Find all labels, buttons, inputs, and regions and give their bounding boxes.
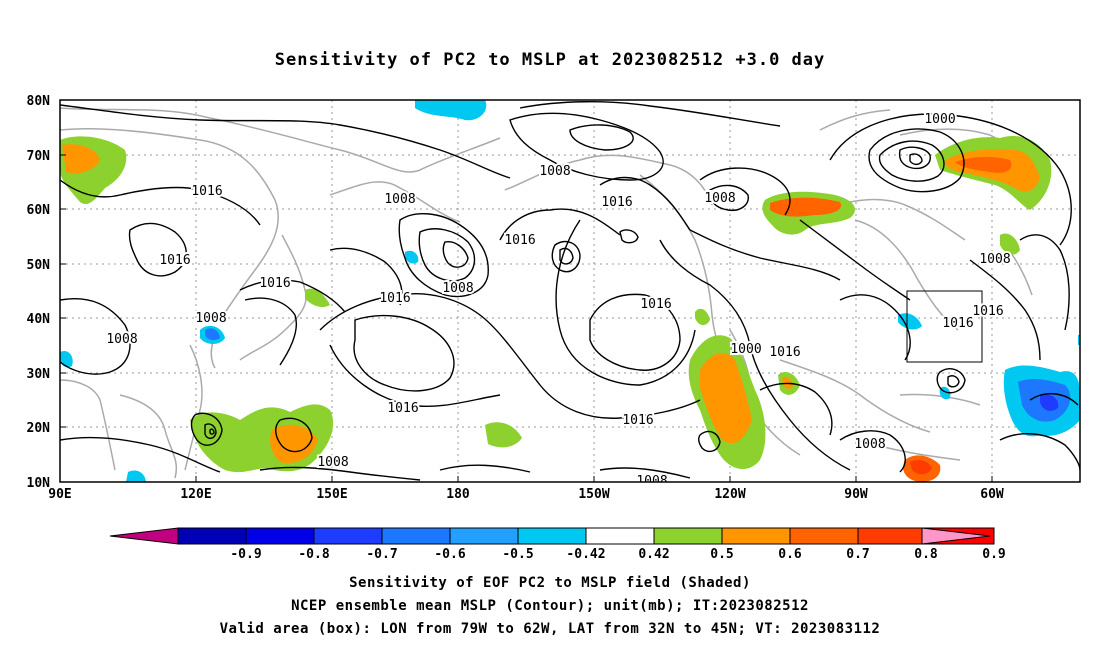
contour-label: 1008: [24, 0, 55, 4]
contour-label: 1008: [704, 191, 735, 206]
contour-label: 1016: [601, 195, 632, 210]
colorbar-cell: [381, 527, 451, 545]
lon-label: 90E: [48, 487, 71, 502]
colorbar-cell: [789, 527, 859, 545]
contour-label: 1008: [384, 192, 415, 207]
contour-label: 1016: [191, 184, 222, 199]
colorbar-cells: [177, 527, 995, 545]
contour-label: 1016: [504, 233, 535, 248]
colorbar-cell: [449, 527, 519, 545]
colorbar-label: 0.6: [778, 547, 802, 562]
colorbar-cell: [653, 527, 723, 545]
colorbar-label: -0.5: [502, 547, 533, 562]
colorbar-right-arrow: [921, 527, 991, 545]
lat-label: 60N: [27, 203, 51, 218]
contour-label: 1016: [972, 304, 1003, 319]
contour-labels: 1016 1016 1016 1008 1008 1016 1008 1008 …: [24, 0, 1012, 489]
map-title: Sensitivity of PC2 to MSLP at 2023082512…: [274, 50, 826, 70]
negative-sensitivity-shading: [60, 100, 1080, 482]
colorbar-cell: [517, 527, 587, 545]
longitude-labels: 90E 120E 150E 180 150W 120W 90W 60W: [48, 487, 1004, 502]
contour-label: 1000: [730, 342, 761, 357]
colorbar-label: -0.7: [366, 547, 397, 562]
footer-line-1: Sensitivity of EOF PC2 to MSLP field (Sh…: [349, 575, 751, 591]
colorbar-labels: -0.9 -0.8 -0.7 -0.6 -0.5 -0.42 0.42 0.5 0.6 0.7 0.…: [230, 547, 1005, 562]
colorbar-label: -0.9: [230, 547, 261, 562]
colorbar-cell: [585, 527, 655, 545]
lon-label: 120E: [180, 487, 211, 502]
colorbar-label: -0.42: [566, 547, 605, 562]
map-border: [59, 99, 1081, 483]
colorbar-label: 0.9: [982, 547, 1005, 562]
lat-label: 10N: [27, 476, 51, 491]
latitude-labels: 80N 70N 60N 50N 40N 30N 20N 10N: [27, 94, 51, 491]
lat-label: 70N: [27, 149, 51, 164]
valid-area-box: [906, 290, 983, 363]
lon-label: 180: [446, 487, 470, 502]
contour-label: 1008: [636, 474, 667, 489]
contour-label: 1016: [942, 316, 973, 331]
lat-label: 80N: [27, 94, 51, 109]
contour-label: 1008: [195, 311, 226, 326]
footer-line-2: NCEP ensemble mean MSLP (Contour); unit(…: [291, 598, 809, 614]
lat-label: 40N: [27, 312, 51, 327]
contour-label: 1008: [106, 332, 137, 347]
lat-label: 50N: [27, 258, 51, 273]
colorbar-label: 0.5: [710, 547, 733, 562]
contour-label: 1016: [259, 276, 290, 291]
lat-label: 20N: [27, 421, 51, 436]
lat-label: 30N: [27, 367, 51, 382]
lon-label: 150W: [578, 487, 609, 502]
colorbar-label: 0.42: [638, 547, 669, 562]
colorbar-cell: [857, 527, 927, 545]
contour-label: 1016: [159, 253, 190, 268]
contour-label: 1016: [387, 401, 418, 416]
lon-label: 150E: [316, 487, 347, 502]
colorbar-label: 0.7: [846, 547, 869, 562]
contour-label: 1008: [539, 164, 570, 179]
colorbar-label: -0.8: [298, 547, 329, 562]
contour-label: 1016: [769, 345, 800, 360]
footer-line-3: Valid area (box): LON from 79W to 62W, L…: [219, 621, 881, 637]
contour-label: 1008: [317, 455, 348, 470]
contour-label: 1016: [622, 413, 653, 428]
colorbar-label: 0.8: [914, 547, 938, 562]
contour-label: 1008: [979, 252, 1010, 267]
lon-label: 120W: [714, 487, 745, 502]
colorbar-label: -0.6: [434, 547, 465, 562]
tick-marks: [60, 99, 993, 483]
lon-label: 90W: [844, 487, 868, 502]
colorbar-cell: [313, 527, 383, 545]
colorbar-cell: [721, 527, 791, 545]
mslp-contours: [60, 101, 1080, 481]
colorbar-cell: [245, 527, 315, 545]
colorbar-cell: [177, 527, 247, 545]
positive-sensitivity-shading: [60, 136, 1052, 482]
contour-label: 1016: [24, 0, 55, 4]
colorbar-left-arrow: [109, 527, 179, 545]
contour-label: 1008: [442, 281, 473, 296]
contour-label: 1016: [379, 291, 410, 306]
contour-label: 1000: [924, 112, 955, 127]
lon-label: 60W: [980, 487, 1004, 502]
contour-label: 1016: [640, 297, 671, 312]
colorbar: -0.9 -0.8 -0.7 -0.6 -0.5 -0.42 0.42 0.5 0.6 0.7 0.…: [109, 527, 1006, 562]
contour-label: 1008: [854, 437, 885, 452]
